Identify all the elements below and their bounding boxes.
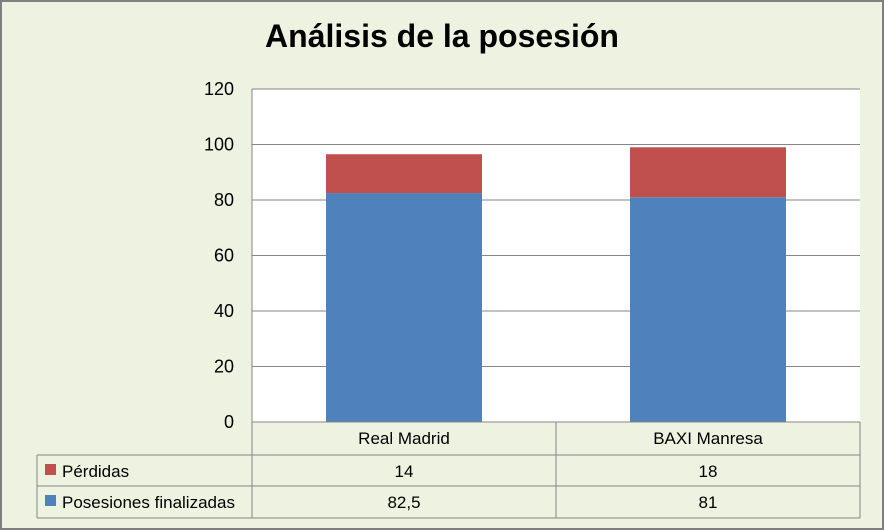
y-tick-label: 120 — [204, 79, 234, 99]
y-tick-label: 0 — [224, 412, 234, 432]
bar-segment — [630, 197, 786, 422]
y-axis-ticks: 0 20 40 60 80 100 120 — [204, 79, 234, 432]
legend-swatch — [45, 464, 56, 475]
bar-segment — [326, 193, 482, 422]
y-tick-label: 100 — [204, 135, 234, 155]
bars-group — [326, 147, 786, 422]
bar-segment — [326, 154, 482, 194]
legend-swatch — [45, 495, 56, 506]
legend-label: Posesiones finalizadas — [62, 493, 235, 512]
bar-segment — [630, 147, 786, 198]
chart-title: Análisis de la posesión — [265, 18, 619, 54]
y-tick-label: 40 — [214, 301, 234, 321]
data-table: Real Madrid BAXI Manresa Pérdidas 14 18 Poses… — [36, 421, 861, 519]
data-label: 81 — [699, 493, 718, 512]
y-tick-label: 20 — [214, 357, 234, 377]
data-label: 82,5 — [387, 493, 420, 512]
data-label: 18 — [699, 462, 718, 481]
y-tick-label: 80 — [214, 190, 234, 210]
y-tick-label: 60 — [214, 246, 234, 266]
category-label: BAXI Manresa — [653, 429, 763, 448]
category-label: Real Madrid — [358, 429, 450, 448]
legend-label: Pérdidas — [62, 462, 129, 481]
data-label: 14 — [395, 462, 414, 481]
